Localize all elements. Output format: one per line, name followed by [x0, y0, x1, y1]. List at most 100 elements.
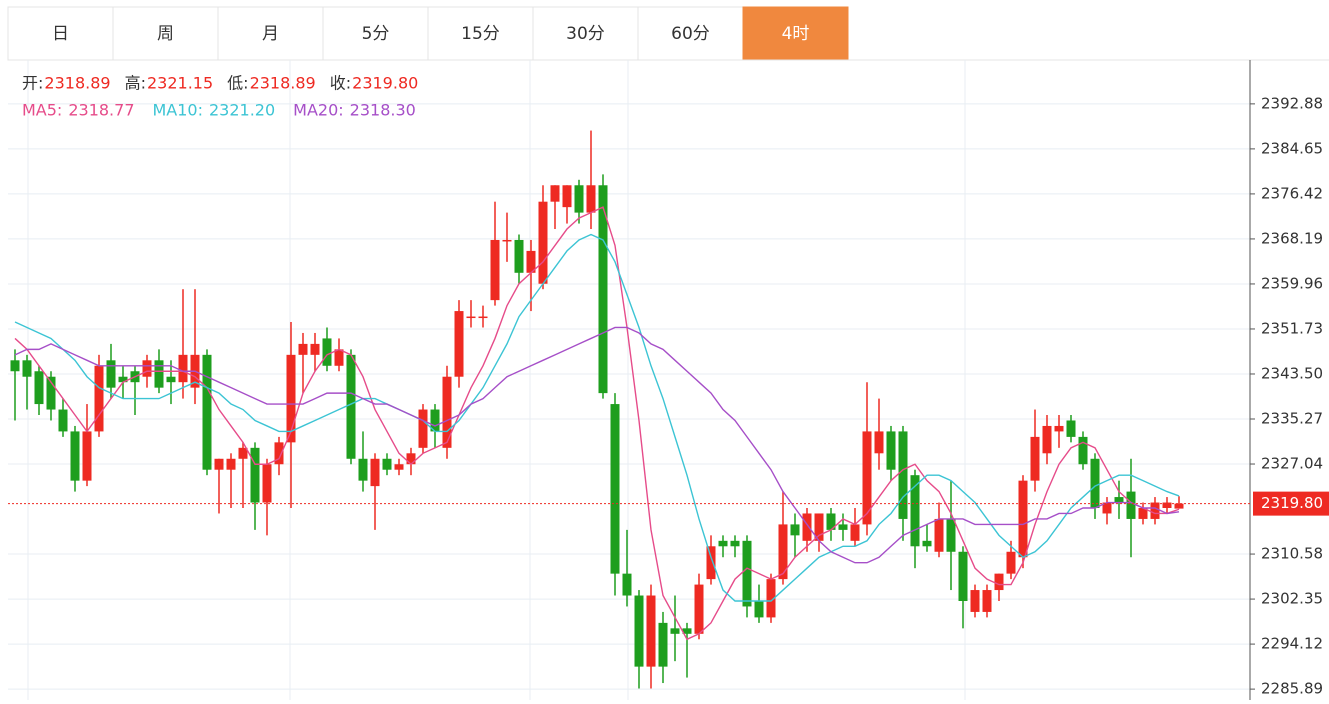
candle-body [754, 600, 764, 618]
ma-label: MA20: [293, 101, 344, 120]
candle-body [226, 458, 236, 470]
candle-body [1078, 436, 1088, 465]
ma-line [14, 206, 1180, 641]
ma-value: 2318.30 [350, 101, 416, 120]
tab-label[interactable]: 15分 [461, 24, 500, 44]
candle-body [622, 573, 632, 596]
y-tick-label: 2285.89 [1261, 680, 1323, 698]
tab-label[interactable]: 5分 [362, 24, 390, 44]
candle-body [706, 546, 716, 580]
candle-body [358, 458, 368, 481]
candle-body [838, 524, 848, 530]
tab[interactable] [7, 6, 114, 61]
y-tick-label: 2302.35 [1261, 590, 1323, 608]
candle-body [322, 338, 332, 366]
candle-body [1102, 502, 1112, 514]
candle-body [898, 431, 908, 519]
candle-body [742, 540, 752, 607]
candle-body [862, 431, 872, 525]
candle-body [778, 524, 788, 580]
ma-label: MA10: [153, 101, 204, 120]
candle-body [886, 431, 896, 470]
candle-body [586, 185, 596, 213]
candle-body [562, 185, 572, 208]
candle-body [1114, 497, 1124, 503]
candle-body [418, 409, 428, 448]
header-info: 开: 2318.89 高: 2321.15 低: 2318.89 收: 2319.80MA5:… [22, 74, 418, 120]
candle-body [466, 316, 476, 319]
candle-body [70, 431, 80, 481]
ohlc-value: 2319.80 [352, 74, 418, 93]
candle-body [1126, 491, 1136, 519]
ohlc-label: 低: [227, 74, 248, 93]
candle-body [766, 579, 776, 618]
tab-label[interactable]: 4时 [782, 24, 810, 44]
tab-label[interactable]: 60分 [671, 24, 710, 44]
candle-body [286, 354, 296, 443]
candle-body [382, 458, 392, 470]
last-price-label: 2319.80 [1261, 494, 1323, 512]
y-tick-label: 2359.96 [1261, 274, 1323, 292]
ma-label: MA5: [22, 101, 62, 120]
ma-line [14, 233, 1180, 602]
candle-body [826, 513, 836, 530]
y-tick-label: 2392.88 [1261, 94, 1323, 112]
tab-label[interactable]: 日 [52, 24, 69, 44]
candle-body [166, 376, 176, 383]
candle-body [106, 360, 116, 388]
candle-body [1066, 420, 1076, 437]
tab[interactable] [637, 6, 744, 61]
y-tick-label: 2294.12 [1261, 635, 1323, 653]
candle-body [1018, 480, 1028, 558]
y-tick-label: 2384.65 [1261, 139, 1323, 157]
candle-body [982, 590, 992, 612]
candle-body [1054, 425, 1064, 432]
candle-body [334, 349, 344, 366]
y-tick-label: 2335.27 [1261, 410, 1323, 428]
candle-body [46, 376, 56, 410]
candle-body [298, 343, 308, 355]
candle-body [718, 540, 728, 547]
candle-body [310, 343, 320, 355]
candle-body [178, 354, 188, 383]
candle-body [574, 185, 584, 213]
tab[interactable] [742, 6, 849, 61]
candle-body [994, 573, 1004, 591]
candle-body [730, 540, 740, 547]
candle-body [202, 354, 212, 470]
ohlc-value: 2318.89 [250, 74, 316, 93]
candle-body [10, 360, 20, 372]
candle-body [214, 458, 224, 470]
candle-body [502, 239, 512, 242]
ma-value: 2321.20 [209, 101, 275, 120]
candle-body [34, 371, 44, 405]
tab-label[interactable]: 周 [157, 24, 174, 44]
candle-body [370, 458, 380, 487]
candle-body [790, 524, 800, 536]
candle-body [490, 239, 500, 301]
ohlc-label: 高: [125, 74, 146, 93]
tab-label[interactable]: 月 [262, 24, 279, 44]
candle-body [682, 628, 692, 634]
candle-body [802, 513, 812, 541]
candle-body [118, 376, 128, 383]
candle-body [1042, 425, 1052, 454]
candle-body [346, 354, 356, 459]
tab-label[interactable]: 30分 [566, 24, 605, 44]
tab[interactable] [112, 6, 219, 61]
candle-body [646, 595, 656, 667]
candle-body [910, 475, 920, 547]
plot [8, 130, 1250, 689]
tab[interactable] [217, 6, 324, 61]
candle-body [970, 590, 980, 612]
candle-body [1090, 458, 1100, 508]
candle-body [922, 540, 932, 547]
candle-body [430, 409, 440, 432]
ma-value: 2318.77 [68, 101, 134, 120]
candle-body [154, 360, 164, 388]
candle-body [442, 376, 452, 448]
candle-body [250, 447, 260, 503]
candle-body [1162, 502, 1172, 508]
